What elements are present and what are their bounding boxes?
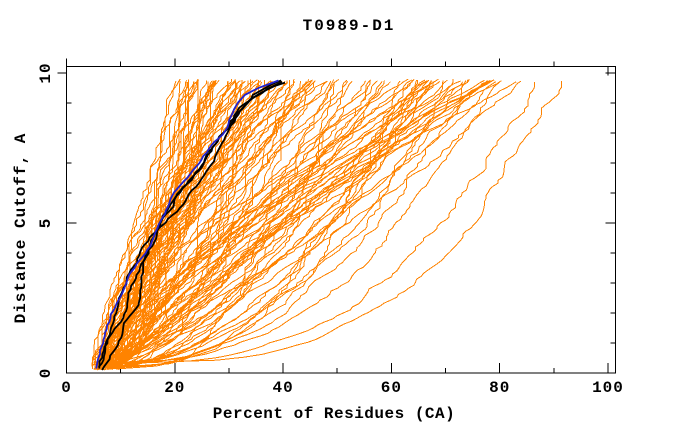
axis-ticks	[57, 58, 616, 374]
model-curve	[115, 78, 409, 368]
model-curve	[123, 79, 430, 369]
model-curve	[101, 80, 207, 369]
model-curve	[120, 80, 288, 369]
chart-title: T0989-D1	[302, 17, 396, 35]
model-curve	[103, 81, 413, 371]
model-curve	[111, 81, 335, 368]
highlight-2	[101, 81, 283, 371]
model-curve	[113, 78, 295, 368]
axis-frame	[66, 66, 616, 374]
model-curve	[123, 81, 563, 364]
model-curve	[115, 80, 249, 369]
y-tick-label-5: 5	[37, 217, 55, 229]
model-curve	[113, 80, 199, 370]
model-curve	[97, 80, 216, 366]
model-curve	[117, 81, 517, 368]
x-tick-label-40: 40	[272, 379, 294, 397]
model-curve	[111, 78, 181, 368]
x-tick-label-100: 100	[592, 379, 624, 397]
model-curve	[101, 80, 215, 363]
model-curve	[94, 81, 497, 371]
model-curve	[99, 80, 177, 363]
model-curve	[107, 80, 441, 364]
model-curve	[100, 80, 213, 364]
model-curve	[122, 79, 432, 366]
model-curve	[119, 81, 536, 365]
x-tick-label-0: 0	[61, 379, 72, 397]
model-curve	[115, 80, 444, 369]
y-axis-label: Distance Cutoff, A	[12, 132, 30, 324]
reference-curve	[95, 79, 279, 369]
x-axis-label: Percent of Residues (CA)	[212, 405, 456, 423]
model-curve	[96, 78, 439, 365]
model-curve	[102, 79, 469, 366]
model-curve	[92, 79, 291, 366]
model-curve	[98, 81, 434, 370]
model-curve	[113, 79, 495, 368]
model-curve	[103, 79, 335, 365]
x-tick-label-60: 60	[380, 379, 402, 397]
x-tick-label-20: 20	[164, 379, 186, 397]
model-curve	[113, 78, 470, 365]
reference-blue	[95, 79, 279, 369]
model-curve	[107, 79, 491, 369]
model-curve	[99, 80, 187, 366]
x-tick-label-80: 80	[489, 379, 511, 397]
model-curve	[116, 80, 401, 370]
y-tick-label-0: 0	[37, 367, 55, 379]
model-curve	[108, 80, 262, 363]
model-curve	[112, 80, 428, 364]
model-curve	[120, 80, 501, 364]
y-tick-label-10: 10	[37, 62, 55, 84]
model-curve	[94, 79, 454, 365]
model-curve	[95, 79, 260, 366]
model-curve	[103, 81, 272, 371]
model-curve	[123, 80, 489, 367]
model-curve	[96, 81, 371, 364]
model-curve	[105, 79, 258, 365]
model-curve	[102, 81, 353, 364]
model-curve	[123, 79, 413, 369]
ensemble-curves	[91, 78, 563, 371]
